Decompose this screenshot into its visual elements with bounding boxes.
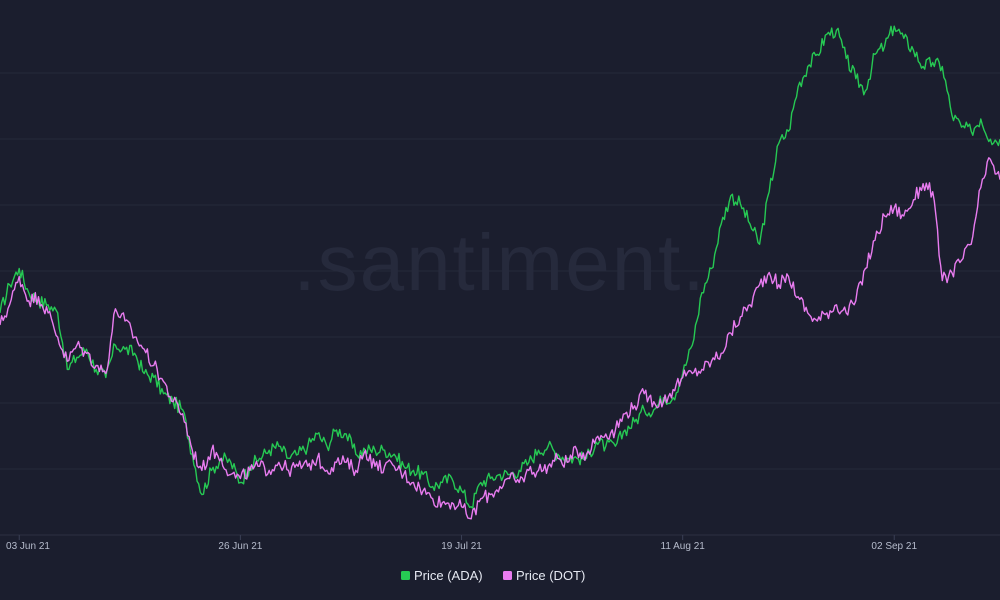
x-tick-label: 26 Jun 21 [218,541,262,552]
grid [0,72,1000,470]
series-layer [0,25,1000,520]
legend-item-ada[interactable]: Price (ADA) [401,568,483,583]
legend-label: Price (DOT) [516,568,585,583]
legend[interactable]: Price (ADA) Price (DOT) [401,568,585,583]
x-tick-label: 11 Aug 21 [661,541,706,552]
legend-swatch [503,571,512,580]
legend-item-dot[interactable]: Price (DOT) [503,568,585,583]
x-axis-ticks: 03 Jun 21 26 Jun 21 19 Jul 21 11 Aug 21 02 S… [6,535,917,552]
watermark-text: .santiment. [293,218,706,307]
x-tick-label: 03 Jun 21 [6,541,50,552]
series-line-dot [0,157,1000,520]
x-tick-label: 02 Sep 21 [871,541,917,552]
x-tick-label: 19 Jul 21 [441,541,482,552]
legend-label: Price (ADA) [414,568,483,583]
series-line-ada [0,25,1000,509]
legend-swatch [401,571,410,580]
